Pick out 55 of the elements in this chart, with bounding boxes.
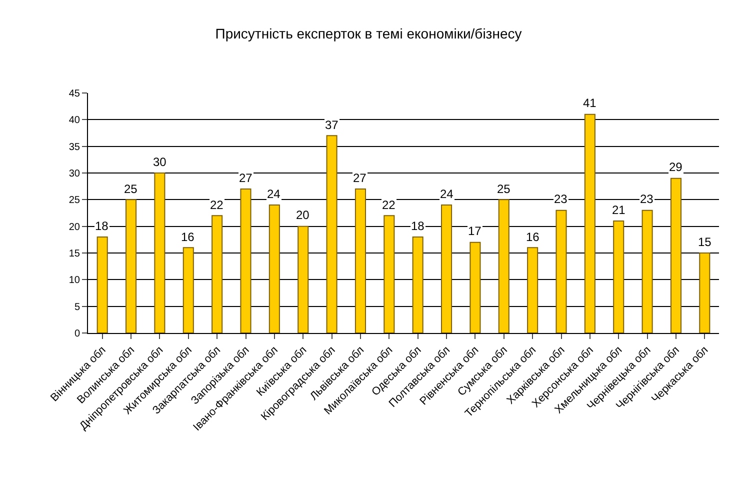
bar [240,188,252,333]
bar [154,172,166,333]
y-tick-label: 35 [68,142,80,153]
data-label: 22 [210,198,224,212]
bar [126,199,137,333]
bar [441,204,452,333]
data-label: 18 [95,219,109,233]
y-tick-label: 15 [68,248,80,260]
bar [96,236,108,333]
data-label: 16 [181,230,195,244]
data-label: 17 [468,224,482,238]
data-label: 24 [440,187,454,201]
data-label: 16 [526,230,540,244]
data-label: 30 [153,155,167,169]
data-label: 15 [698,235,712,249]
data-label: 20 [296,208,310,222]
bar [354,188,366,333]
chart-title: Присутність експерток в темі економіки/бізнесу [215,26,522,42]
data-label: 41 [583,96,597,110]
bar [699,252,710,333]
y-tick-label: 0 [74,328,80,340]
bar [326,135,338,333]
data-label: 29 [669,160,683,174]
y-tick-label: 5 [74,302,80,313]
y-tick-label: 20 [68,222,80,233]
data-label: 25 [124,182,138,196]
data-label: 24 [267,187,281,201]
bar [613,220,624,333]
bar [642,210,653,333]
bar [212,215,223,333]
bar [584,114,596,333]
bar [268,204,280,333]
data-label: 27 [239,171,253,185]
y-tick-label: 25 [68,195,80,206]
data-label: 18 [411,219,425,233]
bar [298,226,309,333]
bar [182,247,194,333]
bar [412,236,424,333]
data-label: 25 [497,182,511,196]
y-tick-label: 40 [68,115,80,126]
y-tick-label: 30 [68,168,80,180]
bar [498,199,510,333]
y-tick-label: 45 [68,88,80,100]
data-label: 21 [612,203,626,217]
data-label: 37 [325,118,339,132]
bar [556,210,567,333]
y-tick-label: 10 [68,275,80,286]
data-label: 23 [640,192,654,206]
data-label: 27 [353,171,367,185]
bar [384,215,395,333]
bar [527,247,538,333]
bar [470,242,481,333]
data-label: 23 [554,192,568,206]
bar [670,178,682,333]
data-label: 22 [382,198,396,212]
